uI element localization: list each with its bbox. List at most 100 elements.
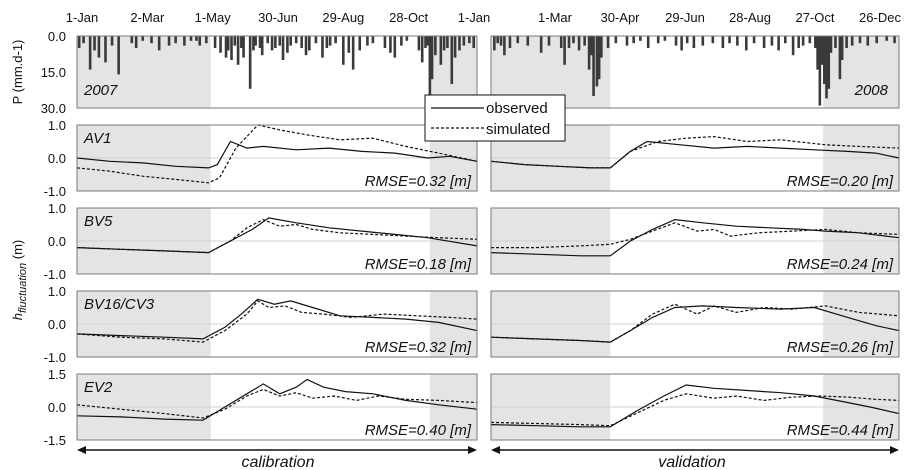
precip-bar: [405, 36, 409, 41]
precip-bar: [351, 36, 355, 70]
precip-bar: [426, 36, 429, 46]
x-tick-label-2008: 1-Mar: [538, 10, 573, 25]
precip-bar: [625, 36, 629, 46]
precip-bar: [150, 36, 153, 44]
precip-bar: [597, 36, 601, 80]
precip-bar: [592, 36, 595, 96]
precip-bar: [462, 36, 466, 46]
precip-bar: [325, 36, 329, 48]
gw-y-label-h: h: [10, 313, 25, 320]
precip-bar: [321, 36, 324, 58]
precip-bar: [393, 36, 397, 58]
well-frame: [76, 373, 478, 441]
precip-bar: [417, 36, 421, 51]
rmse-label: RMSE=0.32 [m]: [365, 173, 472, 190]
precip-bar: [797, 36, 800, 48]
precip-y-tick: 30.0: [41, 101, 66, 116]
precip-bar: [183, 36, 186, 46]
precip-bar: [614, 36, 618, 44]
precip-bar: [342, 36, 345, 65]
precip-bar: [304, 36, 308, 56]
precip-bar: [823, 36, 826, 84]
rmse-label: RMSE=0.24 [m]: [787, 256, 894, 273]
legend-observed-label: observed: [486, 100, 548, 117]
precip-bar: [446, 36, 449, 48]
precip-bar: [141, 36, 145, 41]
precip-bar: [893, 36, 896, 44]
precip-bar: [167, 36, 171, 46]
well-y-tick: 0.0: [48, 151, 66, 166]
rmse-label: RMSE=0.44 [m]: [787, 422, 894, 439]
precip-bar: [308, 36, 311, 51]
precip-bar: [845, 36, 848, 48]
precip-bar: [834, 36, 837, 48]
precip-bar: [503, 36, 506, 56]
precip-y-tick: 15.0: [41, 65, 66, 80]
precip-bar: [577, 36, 581, 51]
well-frame: [76, 207, 478, 275]
precip-bar: [783, 36, 787, 44]
x-tick-label-2007: 1-Jan: [66, 10, 99, 25]
precip-bar: [236, 36, 240, 65]
precip-bar: [104, 36, 107, 63]
series-observed-BV5-2008: [490, 218, 900, 257]
legend: observed simulated: [424, 94, 566, 142]
precip-bar: [736, 36, 739, 46]
precip-bar: [829, 36, 833, 53]
rmse-label: RMSE=0.20 [m]: [787, 173, 894, 190]
well-y-tick: 0.0: [48, 317, 66, 332]
precip-bar: [840, 36, 844, 60]
precip-bar: [752, 36, 756, 44]
well-y-tick: -1.5: [44, 433, 66, 448]
well-y-tick: 1.0: [48, 201, 66, 216]
precip-bar: [134, 36, 138, 48]
precip-bar: [248, 36, 252, 89]
precip-bar: [157, 36, 161, 51]
precip-bar: [226, 36, 230, 51]
precip-bar: [547, 36, 551, 46]
well-y-tick: -1.0: [44, 267, 66, 282]
precip-bar: [508, 36, 512, 48]
precip-bar: [646, 36, 650, 48]
precip-bar: [692, 36, 696, 48]
precip-bar: [680, 36, 683, 51]
precip-bar: [286, 36, 289, 53]
series-observed-AV1-2008: [490, 140, 900, 169]
well-frame: [490, 124, 900, 192]
precip-bar: [274, 36, 277, 48]
precip-bar: [233, 36, 237, 46]
precip-bar: [816, 36, 819, 70]
x-tick-label-2008: 29-Jun: [665, 10, 705, 25]
well-frame: [76, 290, 478, 358]
precip-bar: [818, 36, 822, 106]
precip-bar: [701, 36, 705, 46]
x-tick-label-2007: 30-Jun: [258, 10, 298, 25]
precip-bar: [400, 36, 403, 46]
precip-bar: [472, 36, 476, 48]
precip-bar: [270, 36, 274, 51]
precip-bar: [278, 36, 282, 46]
series-simulated-BV16/CV3-2007: [76, 300, 478, 343]
precip-bar: [850, 36, 854, 46]
precip-bar: [606, 36, 610, 48]
precip-bar: [224, 36, 228, 58]
precip-bar: [420, 36, 424, 63]
precip-bar: [885, 36, 889, 41]
precip-bar: [189, 36, 193, 41]
well-name-label: AV1: [83, 130, 112, 147]
series-observed-BV5-2007: [76, 217, 478, 254]
precip-bar: [721, 36, 725, 48]
precip-bar: [358, 36, 362, 51]
precip-bar: [632, 36, 635, 44]
x-tick-label-2008: 27-Oct: [795, 10, 834, 25]
precip-bar: [770, 36, 774, 46]
well-y-tick: 0.0: [48, 234, 66, 249]
precip-bar: [583, 36, 586, 46]
precip-bar: [240, 36, 243, 48]
precip-bar: [260, 36, 264, 56]
validation-arrow-head-right: [890, 446, 899, 454]
x-tick-label-2007: 28-Oct: [389, 10, 428, 25]
precip-bar: [97, 36, 101, 58]
precip-bar: [744, 36, 748, 51]
precip-bar: [468, 36, 471, 44]
